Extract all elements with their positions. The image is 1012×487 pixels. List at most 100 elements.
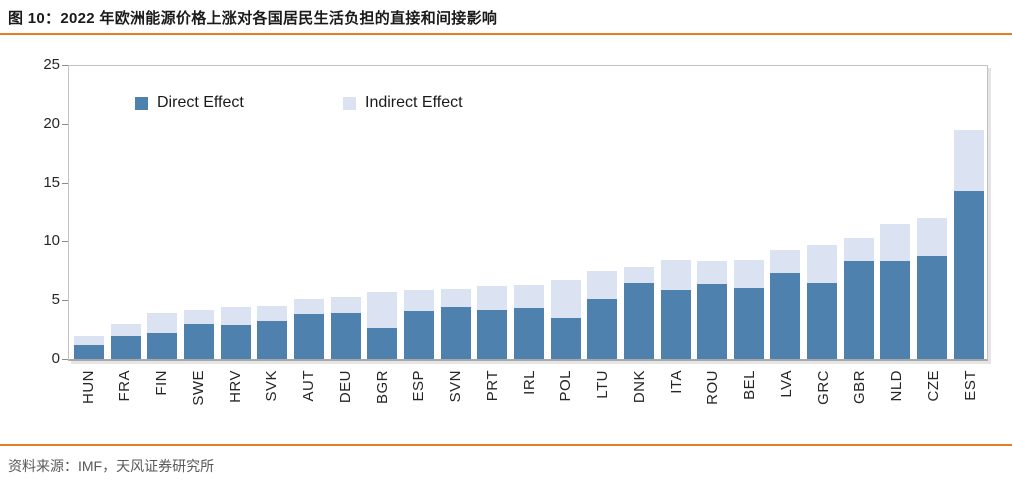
x-label-ESP: ESP: [404, 366, 434, 430]
x-label-text: POL: [557, 370, 575, 402]
bar-segment-direct-BGR: [367, 328, 398, 359]
legend-item-indirect: Indirect Effect: [343, 94, 463, 112]
x-label-text: BGR: [373, 370, 391, 405]
bar-AUT: [293, 299, 324, 359]
x-label-HUN: HUN: [73, 366, 103, 430]
y-tick-mark-0: [62, 359, 68, 360]
y-tick-mark-25: [62, 65, 68, 66]
x-label-text: ITA: [667, 370, 685, 394]
x-label-PRT: PRT: [477, 366, 507, 430]
bar-IRL: [513, 284, 544, 359]
x-label-LTU: LTU: [588, 366, 618, 430]
bar-segment-direct-ITA: [660, 289, 691, 359]
x-label-HRV: HRV: [220, 366, 250, 430]
x-axis-labels: HUN FRA FIN SWE HRV SVK AUT DEU BGR ESP SVN PRT IRL P…: [68, 366, 988, 430]
bar-SVK: [257, 306, 288, 359]
indirect-effect-swatch-icon: [343, 96, 356, 110]
bar-segment-direct-GRC: [807, 282, 838, 359]
legend-label-direct: Direct Effect: [157, 94, 244, 111]
bar-segment-indirect-GBR: [843, 237, 874, 262]
bar-GBR: [843, 237, 874, 359]
x-label-BGR: BGR: [367, 366, 397, 430]
bar-BGR: [367, 291, 398, 359]
x-label-IRL: IRL: [514, 366, 544, 430]
x-label-CZE: CZE: [918, 366, 948, 430]
title-divider-line: [0, 33, 1012, 35]
x-label-NLD: NLD: [882, 366, 912, 430]
bar-segment-indirect-IRL: [513, 284, 544, 309]
x-label-text: EST: [961, 370, 979, 401]
bar-segment-direct-ESP: [403, 310, 434, 359]
x-label-text: CZE: [924, 370, 942, 402]
legend-item-direct: Direct Effect: [135, 94, 244, 112]
x-label-text: IRL: [520, 370, 538, 395]
bar-POL: [550, 280, 581, 359]
bar-segment-indirect-GRC: [807, 245, 838, 283]
bar-segment-indirect-EST: [953, 129, 984, 191]
x-label-SWE: SWE: [183, 366, 213, 430]
plot-area: Direct Effect Indirect Effect: [68, 65, 988, 361]
bar-CZE: [917, 217, 948, 359]
bar-segment-direct-PRT: [477, 309, 508, 359]
bar-segment-direct-SVN: [440, 307, 471, 359]
x-label-text: GBR: [851, 370, 869, 405]
bar-segment-indirect-LTU: [587, 270, 618, 299]
bar-segment-indirect-SVN: [440, 288, 471, 308]
x-label-text: HUN: [79, 370, 97, 404]
y-tick-mark-10: [62, 241, 68, 243]
bar-segment-indirect-DEU: [330, 296, 361, 314]
bar-segment-direct-GBR: [843, 261, 874, 359]
bar-segment-direct-DEU: [330, 313, 361, 359]
x-label-POL: POL: [551, 366, 581, 430]
x-label-text: GRC: [814, 370, 832, 405]
y-tick-label-10: 10: [43, 232, 60, 250]
x-label-text: LVA: [777, 370, 795, 398]
bar-segment-direct-EST: [953, 190, 984, 359]
bar-ROU: [697, 261, 728, 359]
bar-segment-direct-IRL: [513, 308, 544, 359]
source-divider-line: [0, 444, 1012, 446]
x-label-DEU: DEU: [330, 366, 360, 430]
x-label-EST: EST: [955, 366, 985, 430]
bar-segment-indirect-LVA: [770, 249, 801, 274]
x-label-text: ROU: [704, 370, 722, 405]
bar-segment-direct-BEL: [733, 288, 764, 359]
x-label-FIN: FIN: [147, 366, 177, 430]
x-label-AUT: AUT: [294, 366, 324, 430]
y-tick-mark-15: [62, 182, 68, 184]
bar-segment-direct-LVA: [770, 273, 801, 359]
bar-segment-direct-SVK: [257, 321, 288, 359]
x-label-text: PRT: [483, 370, 501, 402]
bar-segment-indirect-HUN: [74, 335, 104, 345]
bar-LTU: [587, 270, 618, 359]
x-label-LVA: LVA: [771, 366, 801, 430]
bar-segment-direct-FRA: [110, 335, 141, 359]
bar-DEU: [330, 296, 361, 359]
bar-ITA: [660, 260, 691, 359]
bar-GRC: [807, 245, 838, 359]
bar-segment-direct-DNK: [623, 282, 654, 359]
bar-segment-indirect-CZE: [917, 217, 948, 256]
x-label-SVK: SVK: [257, 366, 287, 430]
x-label-BEL: BEL: [735, 366, 765, 430]
bar-segment-indirect-DNK: [623, 267, 654, 283]
bar-segment-direct-AUT: [293, 314, 324, 359]
chart-legend: Direct Effect Indirect Effect: [69, 94, 987, 112]
bar-LVA: [770, 249, 801, 359]
bar-segment-indirect-SWE: [183, 309, 214, 324]
bar-SWE: [183, 309, 214, 359]
bar-FIN: [147, 313, 178, 359]
y-tick-label-15: 15: [43, 173, 60, 191]
bar-segment-direct-NLD: [880, 261, 911, 359]
x-label-ROU: ROU: [698, 366, 728, 430]
x-label-FRA: FRA: [110, 366, 140, 430]
bar-segment-indirect-FIN: [147, 313, 178, 334]
bar-segment-indirect-POL: [550, 280, 581, 318]
x-label-text: SVN: [447, 370, 464, 403]
bar-segment-indirect-HRV: [220, 307, 251, 325]
bar-segment-indirect-ROU: [697, 261, 728, 284]
bar-segment-indirect-SVK: [257, 306, 288, 322]
x-label-text: DEU: [336, 370, 354, 404]
y-tick-label-20: 20: [43, 114, 60, 132]
